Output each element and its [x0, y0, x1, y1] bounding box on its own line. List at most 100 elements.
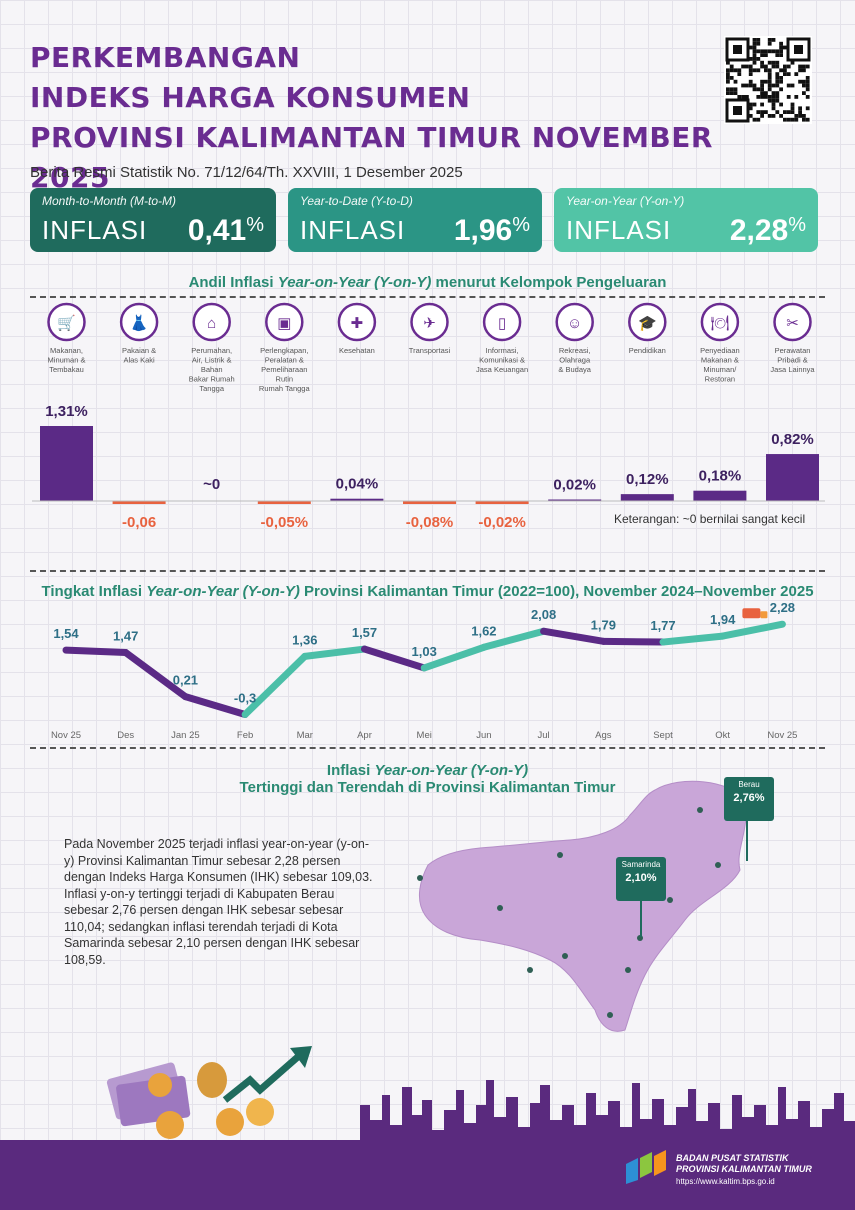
footer-org: BADAN PUSAT STATISTIK PROVINSI KALIMANTA… [676, 1153, 812, 1175]
x-tick-label: Jul [538, 730, 550, 741]
footer-bar [0, 1140, 855, 1210]
bar [330, 498, 384, 501]
category-label: Pribadi & [777, 356, 807, 365]
card-period: Year-to-Date (Y-to-D) [300, 194, 413, 208]
svg-text:▣: ▣ [277, 315, 291, 332]
category-label: Penyediaan [700, 346, 740, 355]
card-year-to-date: Year-to-Date (Y-to-D) INFLASI 1,96% [288, 188, 542, 252]
svg-text:⌂: ⌂ [207, 315, 216, 332]
footer-line-1: BADAN PUSAT STATISTIK [676, 1153, 789, 1163]
category-label: Informasi, [486, 346, 519, 355]
bar [403, 501, 456, 504]
category-label: Makanan & [701, 356, 739, 365]
x-tick-label: Sept [653, 730, 673, 741]
category-label: Makanan, [50, 346, 83, 355]
bar [766, 454, 819, 501]
data-label: 0,04% [336, 476, 379, 493]
line-segment [719, 620, 786, 640]
line-segment [181, 693, 249, 718]
category-label: Bahan [201, 365, 223, 374]
x-tick-label: Okt [715, 730, 730, 741]
category-label: Perumahan, [191, 346, 232, 355]
data-label: 1,94 [710, 612, 736, 627]
x-tick-label: Feb [237, 730, 253, 741]
food-tray-icon: 🍽 [700, 302, 740, 342]
x-tick-label: Ags [595, 730, 612, 741]
line-segment [420, 643, 488, 672]
x-tick-label: Mar [297, 730, 313, 741]
truck-icon [742, 608, 768, 619]
data-label: 1,31% [45, 403, 88, 420]
category-label: Rutin [276, 375, 294, 384]
title-line-2: INDEKS HARGA KONSUMEN [30, 81, 471, 114]
category-label: Bakar Rumah [189, 375, 235, 384]
callout-name: Samarinda [621, 860, 661, 869]
category-label: & Budaya [558, 365, 591, 374]
data-label: 0,21 [173, 673, 198, 688]
data-label: 1,57 [352, 625, 377, 640]
money-growth-illustration [106, 1046, 312, 1139]
category-label: Komunikasi & [479, 356, 525, 365]
bar [112, 501, 166, 504]
svg-text:👗: 👗 [130, 314, 149, 332]
category-label: Rumah Tangga [259, 384, 311, 393]
data-label: 0,18% [699, 468, 742, 485]
bar [475, 501, 529, 504]
title-line-1: PERKEMBANGAN [30, 41, 301, 74]
card-year-on-year: Year-on-Year (Y-on-Y) INFLASI 2,28% [554, 188, 818, 252]
svg-text:☺: ☺ [567, 315, 582, 332]
page-title: PERKEMBANGAN INDEKS HARGA KONSUMEN PROVI… [30, 38, 790, 198]
callout-name: Berau [738, 780, 760, 789]
data-label: ~0 [203, 476, 220, 493]
category-label: Minuman/ [703, 365, 737, 374]
house-icon: ⌂ [192, 302, 231, 342]
card-label: INFLASI [42, 215, 148, 245]
divider [30, 747, 825, 749]
medicine-icon: ✚ [337, 302, 377, 342]
map-title: Inflasi Year-on-Year (Y-on-Y) Tertinggi … [239, 762, 616, 796]
card-period: Year-on-Year (Y-on-Y) [566, 194, 685, 208]
footer-url[interactable]: https://www.kaltim.bps.go.id [676, 1177, 775, 1186]
x-tick-label: Nov 25 [51, 730, 81, 741]
callout-berau: Berau 2,76% [724, 777, 774, 821]
footer-line-2: PROVINSI KALIMANTAN TIMUR [676, 1164, 812, 1174]
qr-code-icon[interactable] [724, 36, 812, 124]
card-month-to-month: Month-to-Month (M-to-M) INFLASI 0,41% [30, 188, 276, 252]
category-label: Jasa Lainnya [770, 365, 815, 374]
category-label: Kesehatan [339, 346, 375, 355]
city-skyline-illustration [360, 1080, 855, 1145]
map-kalimantan-timur [417, 780, 747, 1032]
smartphone-icon: ▯ [482, 302, 522, 342]
runner-icon: ☺ [555, 302, 594, 342]
category-label: Perlengkapan, [260, 346, 308, 355]
category-label: Rekreasi, [559, 346, 591, 355]
bar-chart-andil: 🛒 Makanan,Minuman &Tembakau 1,31% 👗 Pakaian … [32, 302, 825, 531]
x-tick-label: Jan 25 [171, 730, 200, 741]
category-label: Peralatan & [265, 356, 304, 365]
divider [30, 296, 825, 298]
line-segment [599, 637, 667, 646]
line-segment [241, 652, 309, 718]
line-segment [301, 645, 368, 660]
airplane-icon: ✈ [410, 302, 449, 342]
x-tick-label: Jun [476, 730, 491, 741]
title-line-3: PROVINSI KALIMANTAN TIMUR NOVEMBER 2025 [30, 121, 713, 194]
data-label: 1,54 [53, 626, 79, 641]
bps-logo-icon [626, 1150, 666, 1184]
data-label: 0,12% [626, 471, 669, 488]
dress-icon: 👗 [119, 302, 159, 342]
line-segment [480, 627, 548, 651]
chart-note: Keterangan: ~0 bernilai sangat kecil [614, 512, 806, 526]
data-label: 2,08 [531, 607, 556, 622]
scissors-comb-icon: ✂ [773, 302, 812, 342]
category-label: Pendidikan [629, 346, 666, 355]
bar [40, 426, 93, 501]
subtitle: Berita Resmi Statistik No. 71/12/64/Th. … [30, 164, 463, 181]
data-label: -0,06 [122, 514, 156, 531]
bar [693, 490, 747, 501]
data-label: -0,02% [478, 514, 526, 531]
callout-pointer [640, 901, 642, 937]
food-basket-icon: 🛒 [47, 302, 86, 342]
card-value: 0,41% [187, 214, 264, 247]
callout-value: 2,10% [625, 872, 657, 884]
